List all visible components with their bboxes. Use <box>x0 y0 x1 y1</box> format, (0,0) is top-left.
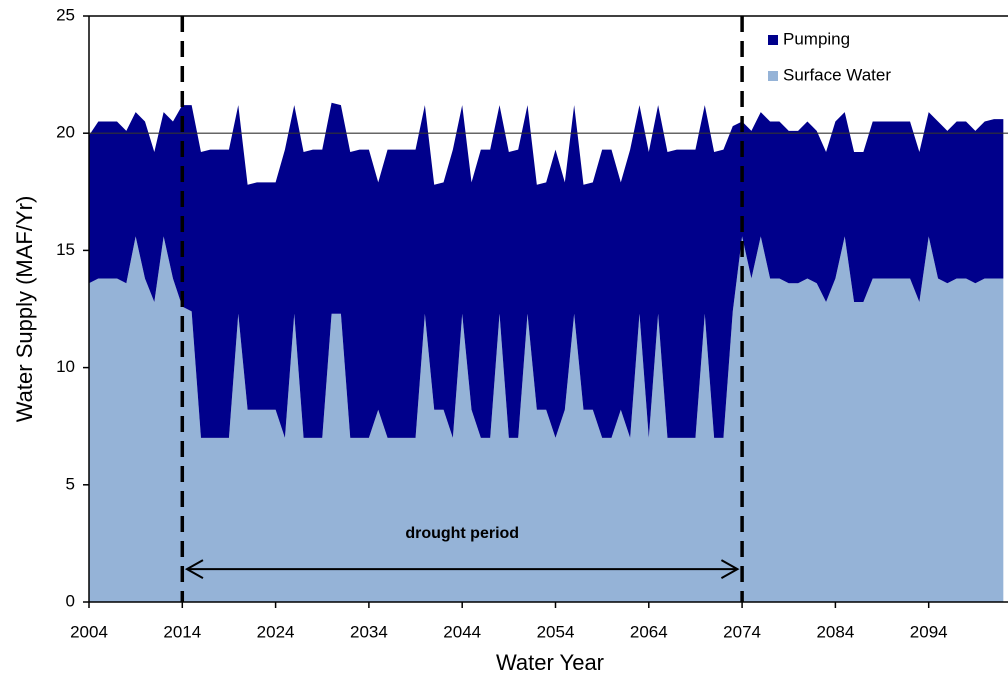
area <box>89 236 1004 602</box>
x-tick-label: 2004 <box>70 622 108 641</box>
y-tick-label: 10 <box>56 357 75 376</box>
x-tick-label: 2044 <box>443 622 481 641</box>
x-tick-label: 2064 <box>630 622 668 641</box>
y-axis-label: Water Supply (MAF/Yr) <box>12 196 37 423</box>
arrow-head <box>720 559 740 580</box>
x-tick-label: 2014 <box>163 622 201 641</box>
y-tick-label: 25 <box>56 5 75 24</box>
y-tick-label: 0 <box>66 591 75 610</box>
x-tick-label: 2054 <box>537 622 575 641</box>
legend-swatch <box>768 35 778 45</box>
legend-label: Surface Water <box>783 65 891 84</box>
x-axis-label: Water Year <box>496 650 604 675</box>
legend-label: Pumping <box>783 29 850 48</box>
x-tick-label: 2084 <box>816 622 854 641</box>
legend-swatch <box>768 71 778 81</box>
arrow-head <box>184 559 204 580</box>
y-tick-label: 5 <box>66 474 75 493</box>
y-tick-label: 15 <box>56 240 75 259</box>
annotation-text: drought period <box>405 525 519 542</box>
area <box>89 102 1004 438</box>
x-tick-label: 2024 <box>257 622 295 641</box>
x-tick-label: 2034 <box>350 622 388 641</box>
y-tick-label: 20 <box>56 123 75 142</box>
x-tick-label: 2094 <box>910 622 948 641</box>
x-tick-label: 2074 <box>723 622 761 641</box>
